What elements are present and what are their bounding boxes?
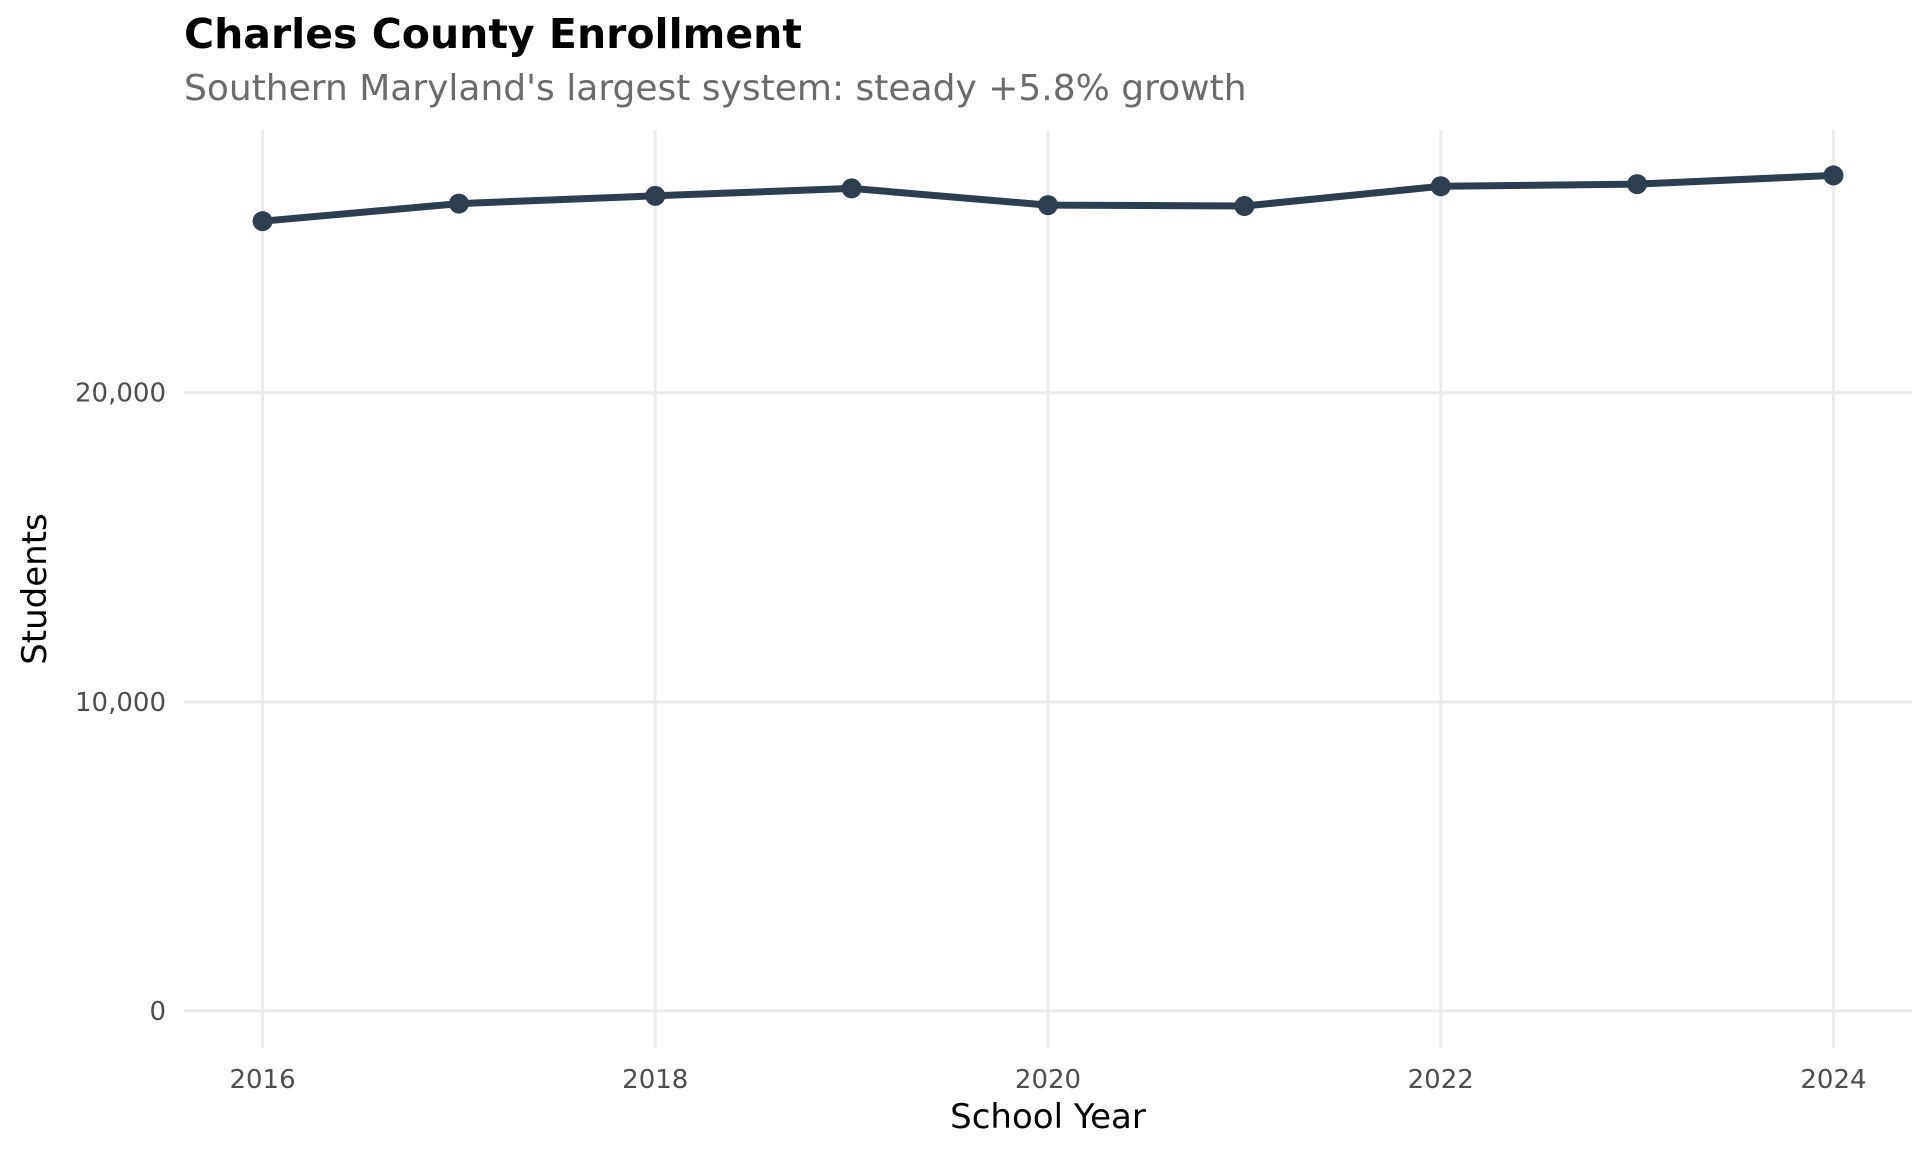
y-axis-title: Students (15, 513, 55, 665)
data-point (1234, 196, 1255, 217)
x-tick-label: 2018 (622, 1065, 688, 1095)
x-tick-label: 2022 (1408, 1065, 1474, 1095)
data-point (1430, 176, 1451, 197)
data-point (1627, 174, 1648, 195)
tick-label-layer: 0 10,000 20,000 2016 2018 2020 2022 2024 (75, 379, 1867, 1095)
data-point (1823, 165, 1844, 186)
x-tick-label: 2016 (229, 1065, 295, 1095)
data-point (252, 211, 273, 232)
y-tick-label: 20,000 (75, 379, 166, 409)
series-layer (252, 165, 1844, 232)
data-point (448, 193, 469, 214)
y-tick-label: 0 (149, 997, 166, 1027)
data-point (645, 185, 666, 206)
x-tick-label: 2020 (1015, 1065, 1081, 1095)
data-point (841, 178, 862, 199)
x-axis-title: School Year (950, 1097, 1146, 1137)
y-tick-label: 10,000 (75, 688, 166, 718)
data-point (1038, 195, 1058, 216)
grid-layer (184, 130, 1912, 1048)
x-tick-label: 2024 (1800, 1065, 1866, 1095)
chart-title: Charles County Enrollment (184, 10, 802, 58)
chart-subtitle: Southern Maryland's largest system: stea… (184, 68, 1247, 109)
